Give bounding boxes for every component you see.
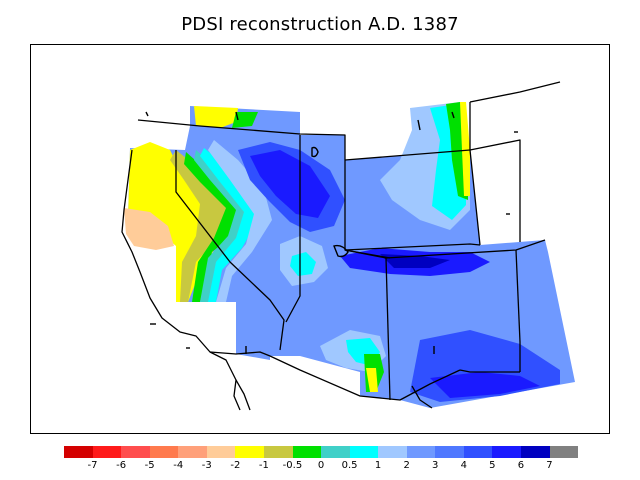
- border-arizona-newmexico: [385, 257, 391, 401]
- colorbar-swatch: [292, 446, 322, 458]
- region-yellow-nw: [128, 142, 240, 302]
- colorbar-tick-label: -4: [173, 460, 184, 471]
- border-nevada-utah: [285, 258, 301, 323]
- region-yellow-north: [194, 106, 238, 128]
- colorbar-tick-label: -0.5: [282, 460, 303, 471]
- colorbar-tick-label: 3: [432, 460, 439, 471]
- colorbar-tick-label: 1: [374, 460, 382, 471]
- border-canada: [137, 119, 346, 160]
- border-colorado-south: [344, 239, 546, 259]
- colorbar: [64, 446, 579, 458]
- colorbar-tick-label: -5: [144, 460, 155, 471]
- coastline-pacific: [121, 149, 241, 411]
- lake-great-salt: [333, 244, 349, 258]
- border-canada-east: [469, 81, 561, 103]
- colorbar-tick-label: 4: [460, 460, 467, 471]
- colorbar-tick-label: -1: [258, 460, 269, 471]
- region-lightblue-band: [208, 140, 272, 302]
- colorbar-swatch: [549, 446, 579, 458]
- colorbar-tick-label: 7: [546, 460, 553, 471]
- colorbar-tick-label: 0: [317, 460, 325, 471]
- colorbar-tick-label: -7: [87, 460, 98, 471]
- colorbar-swatch: [463, 446, 493, 458]
- border-california-nevada: [175, 150, 285, 351]
- colorbar-swatch: [435, 446, 464, 458]
- border-texas: [411, 385, 433, 409]
- colorbar-swatch: [321, 446, 350, 458]
- region-green-band: [184, 152, 244, 302]
- border-mexico-coast: [209, 351, 271, 357]
- lake-ne-1: [417, 119, 421, 131]
- colorbar-tick-label: -3: [201, 460, 212, 471]
- colorbar-tick-label: -2: [230, 460, 241, 471]
- map-borders: [121, 81, 561, 411]
- colorbar-tick-label: 6: [517, 460, 525, 471]
- region-olive-band: [170, 150, 240, 302]
- map-lakes: [145, 111, 518, 354]
- colorbar-swatch: [349, 446, 379, 458]
- border-newmexico-east: [459, 369, 520, 373]
- colorbar-swatch: [406, 446, 436, 458]
- colorbar-swatch: [92, 446, 122, 458]
- border-montana-wyoming: [344, 149, 471, 161]
- region-navy-core: [250, 150, 330, 218]
- colorbar-tick-label: 5: [489, 460, 496, 471]
- colorbar-swatch: [149, 446, 179, 458]
- colorbar-swatch: [206, 446, 236, 458]
- lake-yellowstone: [311, 146, 319, 158]
- island-1: [145, 111, 149, 117]
- region-peach-coast: [124, 208, 174, 250]
- border-nebraska: [469, 139, 521, 242]
- colorbar-tick-label: 2: [403, 460, 410, 471]
- colorbar-swatch: [492, 446, 521, 458]
- border-wyoming-south: [344, 243, 481, 251]
- border-baja: [235, 379, 251, 411]
- region-deepblue-se: [430, 372, 540, 398]
- colorbar-ticks: -7 -6 -5 -4 -3 -2 -1 -0.5 0 0.5 1 2 3 4 5 6 7: [64, 460, 578, 474]
- colorbar-swatch: [178, 446, 207, 458]
- region-cyan-utah: [290, 252, 316, 276]
- region-green-north: [232, 112, 258, 128]
- colorbar-swatch: [521, 446, 550, 458]
- colorbar-tick-label: -6: [116, 460, 127, 471]
- region-yellow-ne: [460, 102, 470, 196]
- lake-flathead: [235, 111, 239, 121]
- colorbar-swatch: [121, 446, 150, 458]
- colorbar-swatch: [235, 446, 264, 458]
- colorbar-swatch: [263, 446, 293, 458]
- colorbar-tick-label: 0.5: [341, 460, 358, 471]
- region-yellow-az: [366, 368, 378, 392]
- colorbar-swatch: [64, 446, 93, 458]
- colorbar-swatch: [378, 446, 407, 458]
- lake-ne-2: [451, 111, 455, 119]
- map-title: PDSI reconstruction A.D. 1387: [181, 14, 459, 35]
- border-colorado-east: [515, 249, 521, 343]
- border-mexico: [269, 355, 461, 401]
